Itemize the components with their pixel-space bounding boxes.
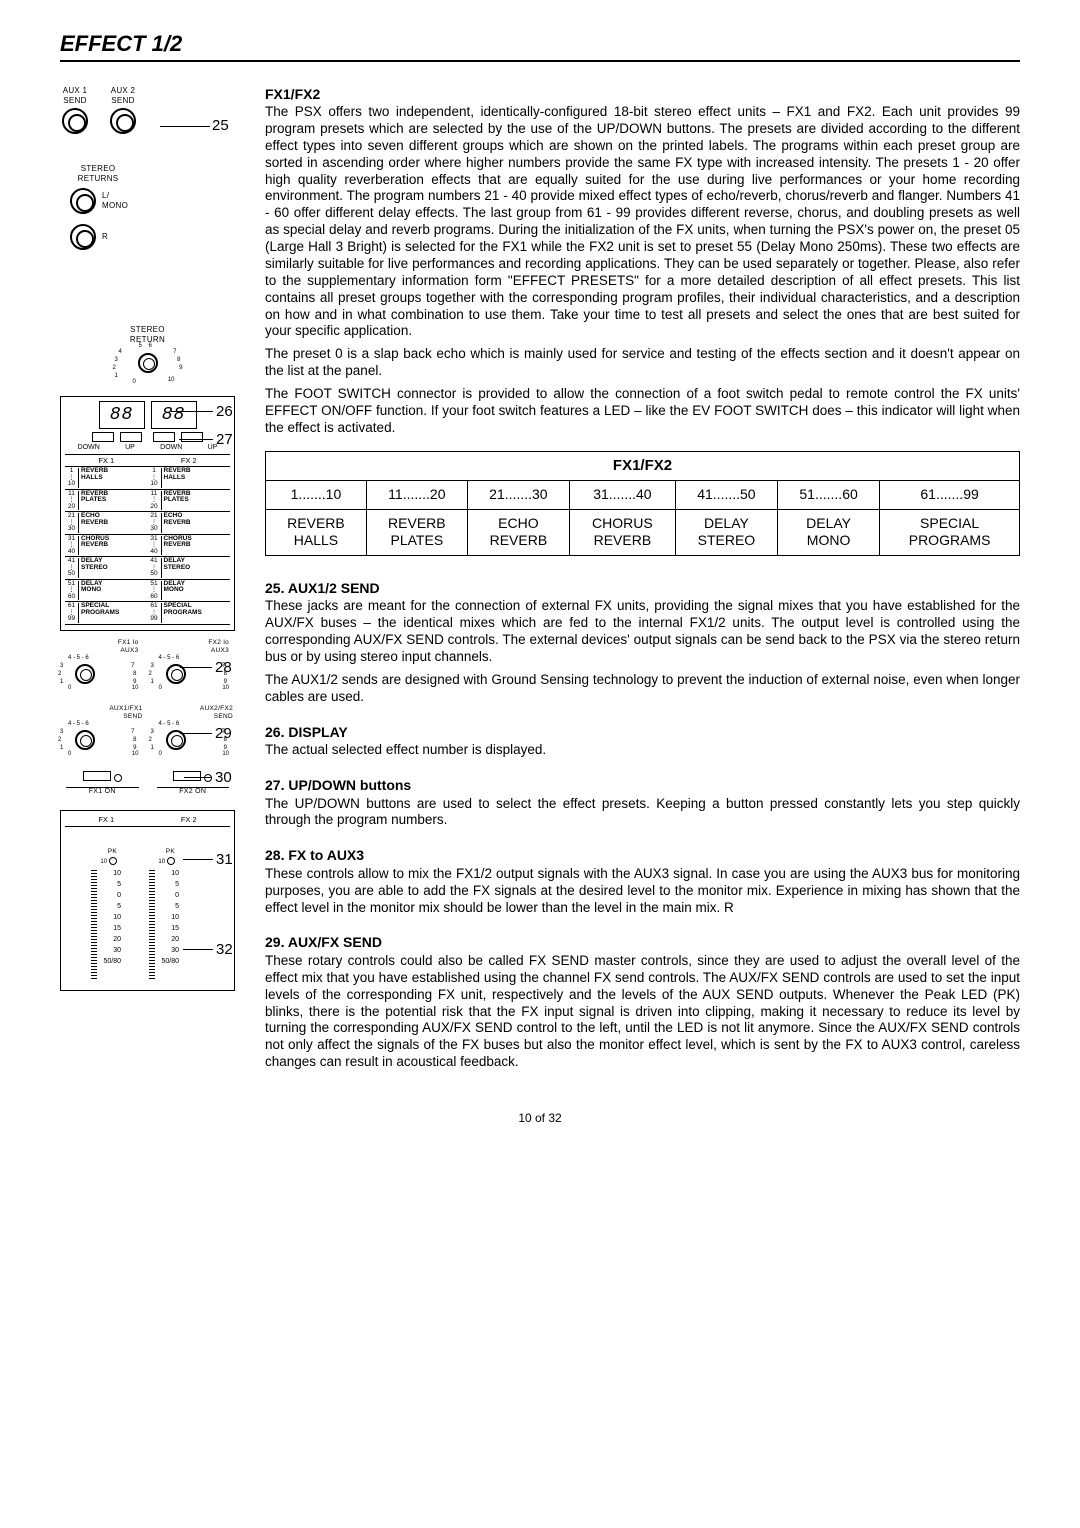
section-body: These rotary controls could also be call… xyxy=(265,953,1020,1071)
fx-intro-heading: FX1/FX2 xyxy=(265,86,1020,104)
preset-row: 1 ⋮ 10REVERB HALLS1 ⋮ 10REVERB HALLS xyxy=(65,468,230,488)
section-heading: 27. UP/DOWN buttons xyxy=(265,777,1020,795)
section: 25. AUX1/2 SENDThese jacks are meant for… xyxy=(265,580,1020,706)
fx1-on-led xyxy=(114,774,122,782)
fx1-up-button[interactable] xyxy=(120,432,142,442)
preset-row: 31 ⋮ 40CHORUS REVERB31 ⋮ 40CHORUS REVERB xyxy=(65,536,230,556)
fx-range-cell: 1.......10 xyxy=(266,481,367,510)
preset-row: 41 ⋮ 50DELAY STEREO41 ⋮ 50DELAY STEREO xyxy=(65,558,230,578)
fx-range-cell: 21.......30 xyxy=(467,481,569,510)
fx-range-cell: 11.......20 xyxy=(366,481,467,510)
fx1-lo-aux3-label: FX1 lo AUX3 xyxy=(60,639,145,655)
fx1-display: 88 xyxy=(99,401,145,429)
aux1-fx1-send-knob xyxy=(75,730,95,750)
fx2-up-button[interactable] xyxy=(181,432,203,442)
text-column: FX1/FX2 The PSX offers two independent, … xyxy=(265,86,1020,1090)
fx1-pk-led xyxy=(109,857,117,865)
fx-range-cell: 31.......40 xyxy=(569,481,675,510)
callout-29: 29 xyxy=(215,725,232,744)
aux1-send-label: AUX 1 SEND xyxy=(60,86,90,106)
aux2-send-jack xyxy=(110,108,136,134)
fx-panel: 88 88 26 27 DOWN UP DOWN xyxy=(60,396,235,631)
callout-27: 27 xyxy=(216,431,233,450)
section-body: The UP/DOWN buttons are used to select t… xyxy=(265,796,1020,830)
fx1-fader xyxy=(91,870,97,980)
fx-name-cell: SPECIALPROGRAMS xyxy=(880,509,1020,555)
up-label: UP xyxy=(125,444,135,453)
section-body: These jacks are meant for the connection… xyxy=(265,598,1020,666)
preset-row: 61 ⋮ 99SPECIAL PROGRAMS61 ⋮ 99SPECIAL PR… xyxy=(65,603,230,623)
fx2-on-label: FX2 ON xyxy=(151,788,236,797)
section: 27. UP/DOWN buttonsThe UP/DOWN buttons a… xyxy=(265,777,1020,829)
fx-name-cell: REVERBPLATES xyxy=(366,509,467,555)
fx-intro-body: The PSX offers two independent, identica… xyxy=(265,104,1020,340)
diagram-column: AUX 1 SEND AUX 2 SEND 25 STEREO RETURNS … xyxy=(60,86,235,1090)
aux2-fx2-send-label: AUX2/FX2 SEND xyxy=(151,705,236,721)
fx2-display: 88 xyxy=(151,401,197,429)
down-label: DOWN xyxy=(78,444,100,453)
fx1-on-label: FX1 ON xyxy=(60,788,145,797)
fx-name-cell: REVERBHALLS xyxy=(266,509,367,555)
fx1-down-button[interactable] xyxy=(92,432,114,442)
stereo-return-l-jack xyxy=(70,188,96,214)
fx-table: FX1/FX2 1.......1011.......2021.......30… xyxy=(265,451,1020,556)
fx-name-cell: ECHOREVERB xyxy=(467,509,569,555)
callout-30: 30 xyxy=(215,769,232,788)
fx-intro-body3: The FOOT SWITCH connector is provided to… xyxy=(265,386,1020,437)
aux1-fx1-send-label: AUX1/FX1 SEND xyxy=(60,705,145,721)
page-footer: 10 of 32 xyxy=(60,1111,1020,1126)
fx2-on-button[interactable] xyxy=(173,771,201,781)
pk-label-2: PK xyxy=(166,848,175,855)
l-mono-label: L/ MONO xyxy=(102,191,128,211)
section-heading: 29. AUX/FX SEND xyxy=(265,934,1020,952)
fx2-lo-aux3-label: FX2 lo AUX3 xyxy=(151,639,236,655)
stereo-return-r-jack xyxy=(70,224,96,250)
fx1-fader-label: FX 1 xyxy=(65,815,148,824)
preset-row: 51 ⋮ 60DELAY MONO51 ⋮ 60DELAY MONO xyxy=(65,581,230,601)
preset-list: 1 ⋮ 10REVERB HALLS1 ⋮ 10REVERB HALLS 11 ⋮… xyxy=(65,468,230,625)
callout-28: 28 xyxy=(215,659,232,678)
fx-range-cell: 41.......50 xyxy=(675,481,777,510)
preset-row: 11 ⋮ 20REVERB PLATES11 ⋮ 20REVERB PLATES xyxy=(65,491,230,511)
section: 29. AUX/FX SENDThese rotary controls cou… xyxy=(265,934,1020,1071)
callout-25: 25 xyxy=(212,117,229,136)
fx-range-cell: 51.......60 xyxy=(778,481,880,510)
preset-row: 21 ⋮ 30ECHO REVERB21 ⋮ 30ECHO REVERB xyxy=(65,513,230,533)
fx2-down-button[interactable] xyxy=(153,432,175,442)
fx2-label: FX 2 xyxy=(148,456,231,465)
fx2-fader xyxy=(149,870,155,980)
page-title: EFFECT 1/2 xyxy=(60,30,1020,62)
section-body: The actual selected effect number is dis… xyxy=(265,742,1020,759)
section: 28. FX to AUX3These controls allow to mi… xyxy=(265,847,1020,916)
fx2-on-led xyxy=(204,774,212,782)
section-heading: 26. DISPLAY xyxy=(265,724,1020,742)
fx-name-cell: DELAYMONO xyxy=(778,509,880,555)
fx2-fader-label: FX 2 xyxy=(148,815,231,824)
fx-intro-body2: The preset 0 is a slap back echo which i… xyxy=(265,346,1020,380)
section-body: These controls allow to mix the FX1/2 ou… xyxy=(265,866,1020,917)
aux2-send-label: AUX 2 SEND xyxy=(108,86,138,106)
callout-32: 32 xyxy=(216,941,233,960)
fx-name-cell: DELAYSTEREO xyxy=(675,509,777,555)
pk-label-1: PK xyxy=(108,848,117,855)
fx1-label: FX 1 xyxy=(65,456,148,465)
fx-range-cell: 61.......99 xyxy=(880,481,1020,510)
stereo-returns-label: STEREO RETURNS xyxy=(68,164,128,184)
stereo-return-label: STEREO RETURN xyxy=(60,325,235,345)
fx-table-title: FX1/FX2 xyxy=(266,451,1020,481)
fx2-pk-led xyxy=(167,857,175,865)
callout-31: 31 xyxy=(216,851,233,870)
section: 26. DISPLAYThe actual selected effect nu… xyxy=(265,724,1020,759)
section-body2: The AUX1/2 sends are designed with Groun… xyxy=(265,672,1020,706)
aux1-send-jack xyxy=(62,108,88,134)
stereo-return-knob xyxy=(138,353,158,373)
section-heading: 25. AUX1/2 SEND xyxy=(265,580,1020,598)
fx-name-cell: CHORUSREVERB xyxy=(569,509,675,555)
section-heading: 28. FX to AUX3 xyxy=(265,847,1020,865)
fx1-on-button[interactable] xyxy=(83,771,111,781)
callout-26: 26 xyxy=(216,403,233,422)
r-label: R xyxy=(102,232,108,242)
down-label-2: DOWN xyxy=(160,444,182,453)
fx1-aux3-knob xyxy=(75,664,95,684)
